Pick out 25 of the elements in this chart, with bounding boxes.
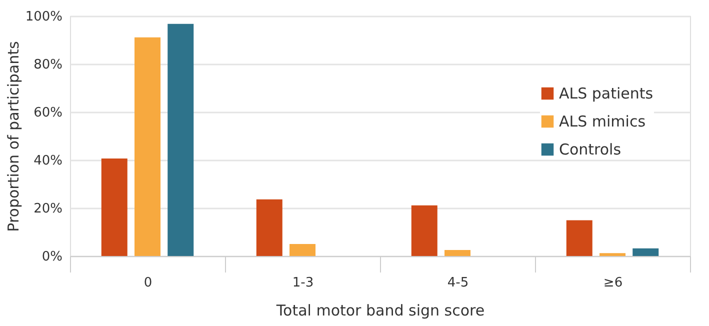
x-tick-label: ≥6 [603, 276, 623, 290]
y-tick-label: 80% [34, 58, 62, 72]
x-axis-title: Total motor band sign score [275, 302, 485, 320]
x-tick-label: 4-5 [447, 276, 469, 290]
x-tick-label: 0 [144, 276, 152, 290]
bar [168, 24, 194, 256]
bar [444, 250, 470, 256]
y-tick-label: 40% [34, 154, 62, 168]
x-tick-label: 1-3 [292, 276, 314, 290]
legend-label: Controls [559, 140, 622, 158]
bar [566, 220, 592, 256]
bar [290, 244, 316, 256]
legend-label: ALS mimics [559, 112, 646, 130]
bar [600, 253, 626, 256]
y-tick-label: 60% [34, 106, 62, 120]
y-tick-label: 100% [25, 10, 62, 24]
y-tick-label: 0% [42, 250, 62, 264]
y-axis-title: Proportion of participants [4, 40, 22, 232]
bar [134, 37, 160, 256]
bar [101, 158, 128, 256]
bar [411, 205, 438, 256]
legend-label: ALS patients [559, 84, 654, 102]
bar [632, 248, 659, 256]
bar [256, 199, 282, 256]
y-tick-label: 20% [34, 202, 62, 216]
